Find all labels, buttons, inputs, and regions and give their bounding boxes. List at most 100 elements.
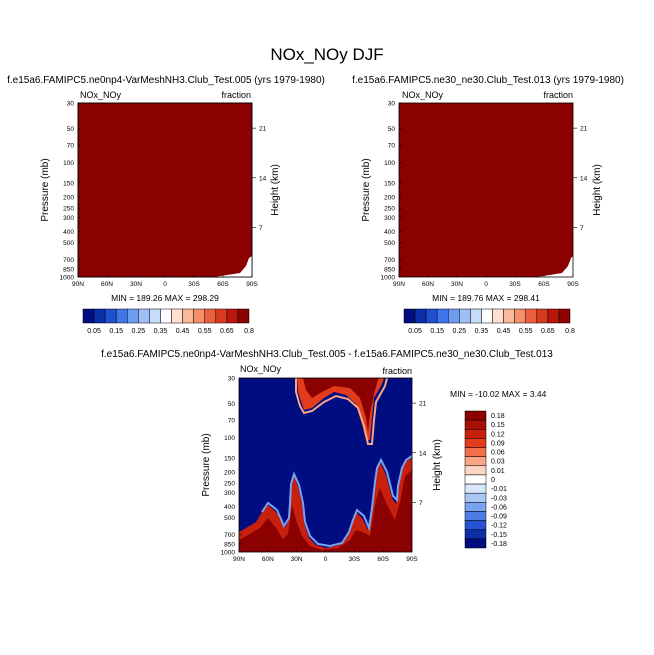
panel-right-ylabel-right: Height (km)	[592, 164, 603, 216]
y-tick-label: 1000	[381, 275, 396, 282]
colorbar-label: -0.06	[491, 504, 507, 511]
y-tick-label: 250	[384, 206, 395, 213]
y-tick-label: 200	[224, 470, 235, 477]
y-tick-label: 100	[224, 435, 235, 442]
y-tick-label: 250	[63, 206, 74, 213]
y-tick-label: 850	[224, 541, 235, 548]
colorbar-label: 0.65	[541, 328, 555, 335]
y-tick-label: 50	[388, 126, 396, 133]
x-tick-label: 0	[484, 281, 488, 288]
y-tick-label: 300	[384, 215, 395, 222]
height-tick-label: 7	[580, 225, 584, 232]
colorbar-label: 0.35	[154, 328, 168, 335]
panel-diff-ylabel: Pressure (mb)	[201, 433, 212, 496]
height-tick-label: 7	[259, 225, 263, 232]
colorbar-swatch	[464, 520, 487, 530]
colorbar-swatch	[547, 308, 560, 324]
y-tick-label: 500	[63, 240, 74, 247]
colorbar-swatch	[459, 308, 471, 324]
colorbar-label: 0	[491, 477, 495, 484]
x-tick-label: 90S	[246, 281, 258, 288]
y-tick-label: 150	[224, 455, 235, 462]
colorbar-label: 0.12	[491, 431, 505, 438]
panel-left-ylabel: Pressure (mb)	[40, 158, 51, 221]
y-tick-label: 850	[384, 266, 395, 273]
colorbar-swatch	[514, 308, 526, 324]
y-tick-label: 700	[63, 257, 74, 264]
colorbar-label: 0.05	[87, 328, 101, 335]
y-tick-label: 850	[63, 266, 74, 273]
panel-left-white-corner	[214, 256, 252, 277]
colorbar-swatch	[436, 308, 449, 324]
y-tick-label: 100	[384, 160, 395, 167]
colorbar-swatch	[464, 419, 487, 430]
x-tick-label: 60S	[217, 281, 229, 288]
colorbar-label: 0.8	[565, 328, 575, 335]
colorbar-swatch	[82, 308, 95, 324]
x-tick-label: 60N	[101, 281, 113, 288]
height-tick-label: 14	[580, 175, 588, 182]
x-tick-label: 30S	[188, 281, 200, 288]
colorbar-swatch	[464, 502, 487, 512]
colorbar-label: 0.55	[198, 328, 212, 335]
colorbar-label: 0.15	[109, 328, 123, 335]
x-tick-label: 60S	[538, 281, 550, 288]
colorbar-label: -0.03	[491, 495, 507, 502]
colorbar-swatch	[204, 308, 217, 324]
panel-right-units: fraction	[543, 90, 573, 100]
colorbar-swatch	[149, 308, 161, 324]
panel-left-colorbar: 0.05 0.15 0.25 0.35 0.45 0.55 0.65 0.8	[82, 308, 254, 335]
y-tick-label: 70	[67, 143, 75, 150]
y-tick-label: 150	[384, 180, 395, 187]
y-tick-label: 200	[384, 195, 395, 202]
colorbar-swatch	[536, 308, 549, 324]
colorbar-swatch	[464, 492, 487, 503]
panel-left-units: fraction	[221, 90, 251, 100]
colorbar-swatch	[525, 308, 538, 324]
colorbar-swatch	[182, 308, 194, 324]
panel-diff-title: f.e15a6.FAMIPC5.ne0np4-VarMeshNH3.Club_T…	[101, 349, 553, 360]
panel-right-case: f.e15a6.FAMIPC5.ne30_ne30.Club_Test.013 …	[352, 75, 624, 86]
colorbar-swatch	[115, 308, 128, 324]
colorbar-label: 0.15	[491, 422, 505, 429]
colorbar-label: 0.06	[491, 450, 505, 457]
panel-diff-var: NOx_NOy	[240, 364, 282, 374]
y-tick-label: 250	[224, 481, 235, 488]
colorbar-swatch	[464, 474, 487, 485]
colorbar-swatch	[464, 410, 487, 421]
panel-right-ylabel: Pressure (mb)	[361, 158, 372, 221]
colorbar-swatch	[470, 308, 482, 324]
height-tick-label: 14	[419, 450, 427, 457]
panel-diff-field	[239, 378, 412, 552]
y-tick-label: 30	[67, 101, 75, 108]
panel-left-field	[77, 102, 253, 278]
y-tick-label: 700	[224, 532, 235, 539]
x-tick-label: 90S	[567, 281, 579, 288]
x-tick-label: 60N	[262, 556, 274, 563]
colorbar-swatch	[237, 308, 250, 324]
y-tick-label: 400	[63, 229, 74, 236]
y-tick-label: 50	[67, 126, 75, 133]
colorbar-label: -0.01	[491, 486, 507, 493]
y-tick-label: 150	[63, 180, 74, 187]
y-tick-label: 100	[63, 160, 74, 167]
panel-left: f.e15a6.FAMIPC5.ne0np4-VarMeshNH3.Club_T…	[7, 75, 325, 335]
panel-left-case: f.e15a6.FAMIPC5.ne0np4-VarMeshNH3.Club_T…	[7, 75, 325, 86]
height-tick-label: 21	[580, 126, 588, 133]
panel-left-ylabel-right: Height (km)	[270, 164, 281, 216]
y-tick-label: 1000	[221, 550, 236, 557]
colorbar-swatch	[226, 308, 239, 324]
y-tick-label: 200	[63, 195, 74, 202]
colorbar-swatch	[464, 529, 487, 540]
y-tick-label: 500	[224, 515, 235, 522]
colorbar-swatch	[425, 308, 438, 324]
height-tick-label: 14	[259, 175, 267, 182]
colorbar-label: 0.8	[244, 328, 254, 335]
colorbar-swatch	[464, 511, 487, 521]
colorbar-swatch	[215, 308, 228, 324]
colorbar-swatch	[160, 308, 172, 324]
y-tick-label: 70	[388, 143, 396, 150]
x-tick-label: 90N	[233, 556, 245, 563]
y-tick-label: 30	[388, 101, 396, 108]
